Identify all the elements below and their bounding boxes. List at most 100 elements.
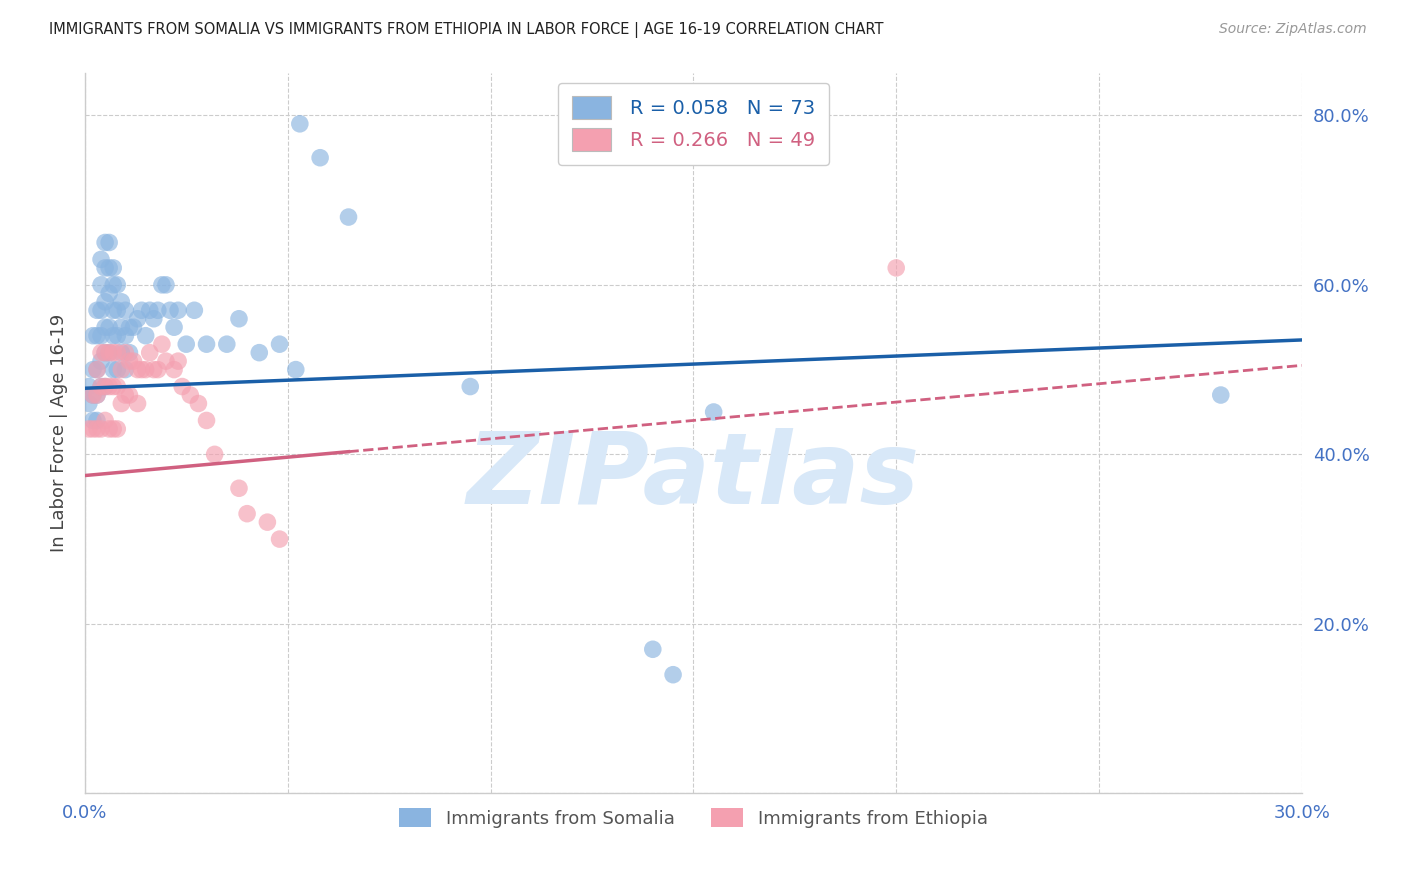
Point: [138, 303, 160, 318]
Point: [641, 642, 664, 657]
Point: [98, 235, 121, 250]
Point: [90, 277, 112, 292]
Point: [86, 413, 108, 427]
Point: [215, 337, 238, 351]
Point: [884, 260, 907, 275]
Point: [105, 422, 128, 436]
Y-axis label: In Labor Force | Age 16-19: In Labor Force | Age 16-19: [51, 314, 67, 552]
Point: [131, 362, 153, 376]
Text: Source: ZipAtlas.com: Source: ZipAtlas.com: [1219, 22, 1367, 37]
Point: [236, 507, 259, 521]
Point: [103, 422, 125, 436]
Point: [90, 345, 112, 359]
Point: [86, 362, 108, 376]
Point: [122, 320, 145, 334]
Point: [98, 286, 121, 301]
Point: [90, 252, 112, 267]
Point: [77, 422, 100, 436]
Point: [288, 117, 311, 131]
Point: [77, 396, 100, 410]
Point: [150, 337, 173, 351]
Point: [94, 379, 117, 393]
Point: [662, 667, 685, 681]
Point: [90, 303, 112, 318]
Point: [105, 303, 128, 318]
Point: [103, 328, 125, 343]
Point: [228, 481, 250, 495]
Point: [94, 379, 117, 393]
Point: [82, 328, 104, 343]
Point: [163, 320, 186, 334]
Point: [167, 303, 190, 318]
Point: [98, 260, 121, 275]
Point: [150, 277, 173, 292]
Point: [94, 320, 117, 334]
Point: [98, 422, 121, 436]
Point: [118, 320, 141, 334]
Point: [82, 413, 104, 427]
Point: [82, 388, 104, 402]
Point: [82, 388, 104, 402]
Point: [155, 354, 177, 368]
Point: [127, 396, 149, 410]
Point: [110, 396, 132, 410]
Point: [269, 532, 291, 546]
Point: [105, 328, 128, 343]
Point: [110, 294, 132, 309]
Point: [131, 303, 153, 318]
Point: [138, 345, 160, 359]
Point: [183, 303, 205, 318]
Point: [127, 362, 149, 376]
Point: [247, 345, 270, 359]
Text: IMMIGRANTS FROM SOMALIA VS IMMIGRANTS FROM ETHIOPIA IN LABOR FORCE | AGE 16-19 C: IMMIGRANTS FROM SOMALIA VS IMMIGRANTS FR…: [49, 22, 884, 38]
Point: [90, 422, 112, 436]
Point: [90, 354, 112, 368]
Point: [86, 388, 108, 402]
Point: [146, 362, 169, 376]
Point: [86, 422, 108, 436]
Point: [174, 337, 197, 351]
Point: [179, 388, 201, 402]
Point: [90, 379, 112, 393]
Point: [114, 345, 136, 359]
Point: [103, 362, 125, 376]
Point: [127, 311, 149, 326]
Point: [110, 362, 132, 376]
Legend: Immigrants from Somalia, Immigrants from Ethiopia: Immigrants from Somalia, Immigrants from…: [392, 801, 995, 835]
Point: [103, 277, 125, 292]
Point: [94, 235, 117, 250]
Point: [284, 362, 307, 376]
Point: [195, 337, 218, 351]
Point: [142, 362, 165, 376]
Point: [82, 362, 104, 376]
Point: [309, 151, 332, 165]
Point: [159, 303, 181, 318]
Point: [94, 294, 117, 309]
Point: [337, 210, 360, 224]
Point: [98, 379, 121, 393]
Point: [703, 405, 725, 419]
Point: [118, 388, 141, 402]
Point: [167, 354, 190, 368]
Point: [122, 354, 145, 368]
Point: [82, 422, 104, 436]
Point: [118, 354, 141, 368]
Point: [146, 303, 169, 318]
Point: [204, 447, 226, 461]
Point: [105, 277, 128, 292]
Point: [195, 413, 218, 427]
Text: ZIPatlas: ZIPatlas: [467, 428, 920, 524]
Point: [86, 362, 108, 376]
Point: [94, 413, 117, 427]
Point: [135, 328, 157, 343]
Point: [458, 379, 481, 393]
Point: [163, 362, 186, 376]
Point: [94, 260, 117, 275]
Point: [172, 379, 194, 393]
Point: [94, 345, 117, 359]
Point: [103, 345, 125, 359]
Point: [118, 345, 141, 359]
Point: [86, 328, 108, 343]
Point: [103, 260, 125, 275]
Point: [114, 328, 136, 343]
